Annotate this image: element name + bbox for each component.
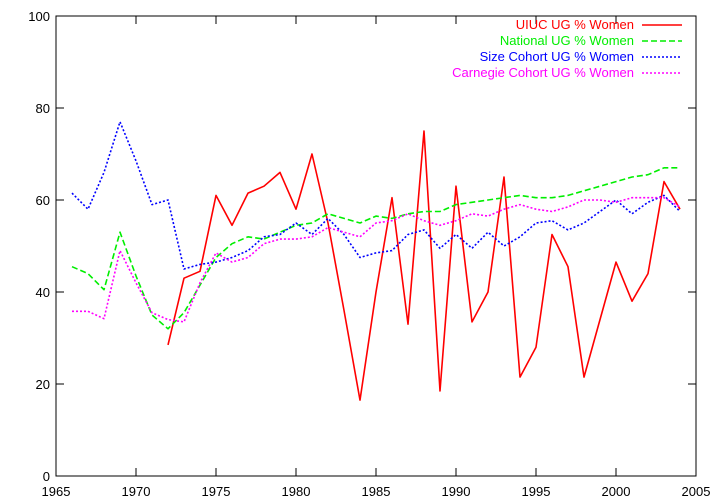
y-tick-label: 20 [36, 377, 50, 392]
series-line-4 [72, 196, 681, 323]
y-tick-label: 80 [36, 101, 50, 116]
x-tick-label: 1980 [282, 484, 311, 499]
axis-ticks [55, 15, 697, 477]
series-line-3 [71, 121, 681, 270]
y-tick-label: 0 [43, 469, 50, 484]
x-tick-label: 1995 [522, 484, 551, 499]
x-tick-label: 1985 [362, 484, 391, 499]
legend-label-4: Carnegie Cohort UG % Women [452, 65, 634, 80]
x-tick-label: 2000 [602, 484, 631, 499]
x-tick-label: 1970 [122, 484, 151, 499]
x-tick-label: 1965 [42, 484, 71, 499]
x-tick-label: 1990 [442, 484, 471, 499]
x-tick-label: 1975 [202, 484, 231, 499]
y-tick-label: 60 [36, 193, 50, 208]
series-line-1 [167, 130, 681, 401]
legend-label-1: UIUC UG % Women [516, 17, 634, 32]
legend-label-3: Size Cohort UG % Women [480, 49, 634, 64]
y-tick-label: 100 [28, 9, 50, 24]
axis-tick-labels: 1965 1970 1975 1980 1985 1990 1995 2000 2005 0 20 4… [28, 9, 710, 499]
legend-label-2: National UG % Women [500, 33, 634, 48]
series-line-2 [71, 167, 680, 330]
y-tick-label: 40 [36, 285, 50, 300]
x-tick-label: 2005 [682, 484, 711, 499]
series-lines [71, 121, 681, 401]
